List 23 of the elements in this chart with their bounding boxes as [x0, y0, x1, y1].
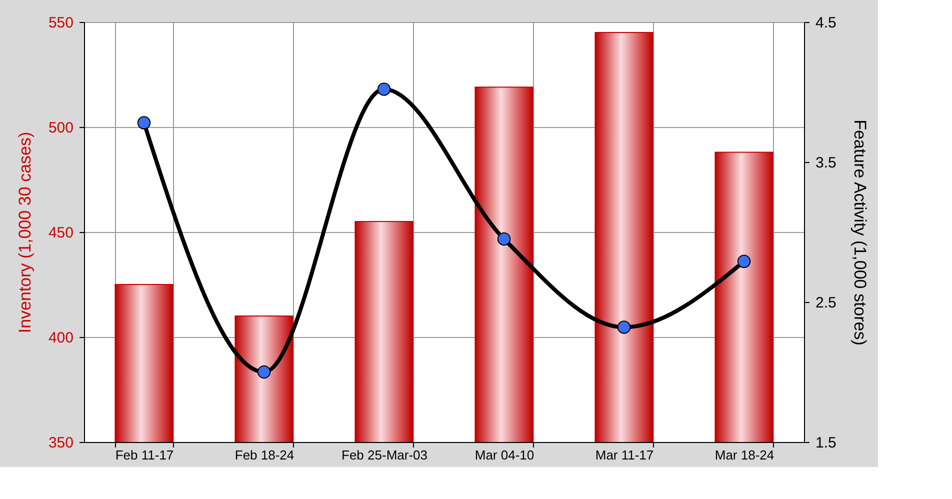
y-tick-label: 350 — [48, 434, 74, 452]
y2-axis-title: Feature Activity (1,000 stores) — [850, 120, 870, 346]
y-tick-label: 450 — [48, 224, 74, 242]
x-tick-label: Feb 18-24 — [234, 448, 294, 462]
y-axis-title: Inventory (1,000 30 cases) — [15, 132, 34, 334]
y2-tick-label: 2.5 — [816, 294, 836, 312]
y2-tick-label: 1.5 — [816, 434, 836, 452]
point — [257, 365, 271, 379]
y-tick-label: 400 — [48, 330, 74, 346]
point — [737, 254, 751, 268]
point — [377, 82, 391, 96]
x-tick-label: Mar 18-24 — [714, 448, 774, 462]
y-tick-label: 550 — [48, 14, 74, 32]
x-tick-label: Feb 11-17 — [115, 448, 174, 462]
x-tick-label: Mar 11-17 — [595, 448, 654, 462]
x-tick-label: Mar 04-10 — [474, 448, 534, 462]
y-tick-label: 500 — [48, 120, 74, 136]
y2-tick-label: 3.5 — [816, 154, 836, 172]
point — [497, 232, 511, 246]
x-tick-label: Feb 25-Mar-03 — [342, 448, 428, 462]
point — [137, 116, 151, 130]
point — [617, 320, 631, 334]
y2-tick-label: 4.5 — [816, 14, 836, 32]
